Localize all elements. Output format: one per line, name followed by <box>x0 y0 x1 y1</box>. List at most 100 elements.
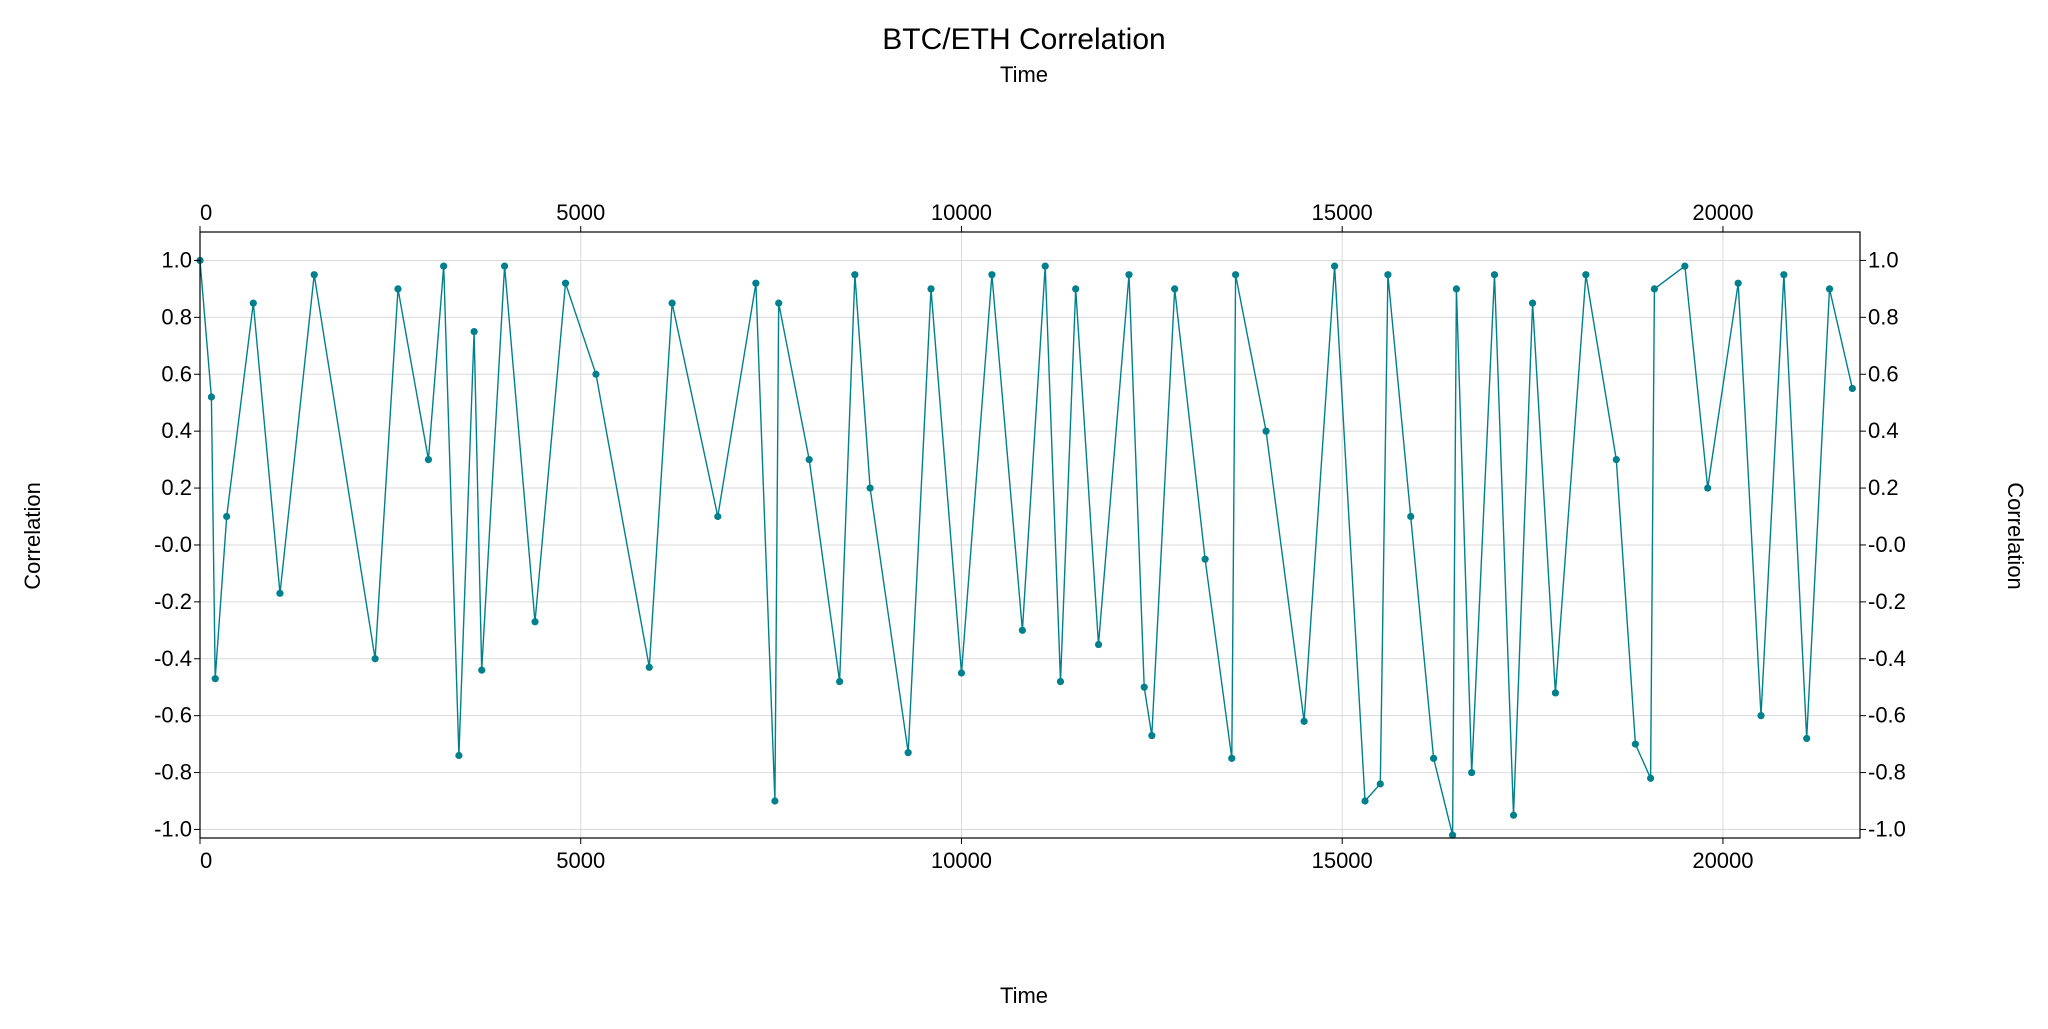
data-point <box>455 751 463 760</box>
data-point <box>1231 271 1240 279</box>
y-tick-label-right: 0.4 <box>1868 418 1899 443</box>
plot-frame <box>199 231 1861 839</box>
data-point <box>478 666 486 674</box>
data-point <box>836 677 844 686</box>
x-tick-label-bottom: 0 <box>200 848 212 873</box>
data-point <box>1650 285 1659 293</box>
data-point <box>1376 780 1384 788</box>
x-axis-title-bottom: Time <box>1000 983 1048 1008</box>
chart-title: BTC/ETH Correlation <box>882 23 1165 56</box>
data-point <box>371 655 379 663</box>
y-tick-label-right: -0.8 <box>1868 760 1906 785</box>
data-point <box>668 299 676 307</box>
y-tick-label-left: -0.6 <box>154 703 192 728</box>
data-point <box>1384 271 1392 279</box>
x-tick-label-bottom: 5000 <box>556 848 605 873</box>
x-tick-label-top: 20000 <box>1692 200 1753 225</box>
data-point <box>1803 734 1811 743</box>
data-point <box>714 512 722 521</box>
x-tick-label-top: 0 <box>200 200 212 225</box>
data-point <box>1140 683 1148 691</box>
data-point <box>1681 262 1689 270</box>
y-axis-title-right: Correlation <box>2003 482 2028 590</box>
data-point <box>1148 731 1156 740</box>
data-point <box>1330 262 1339 270</box>
y-tick-label-left: -0.0 <box>154 532 192 557</box>
data-point <box>1734 279 1742 287</box>
data-point <box>645 663 653 671</box>
x-tick-label-top: 10000 <box>931 200 992 225</box>
data-point <box>1125 271 1133 279</box>
y-tick-label-left: -1.0 <box>154 816 192 841</box>
data-point <box>771 797 779 805</box>
data-point <box>1041 262 1049 270</box>
data-point <box>957 669 966 677</box>
data-point <box>211 675 219 683</box>
data-point <box>1490 271 1499 279</box>
data-point <box>1704 484 1712 492</box>
y-tick-label-right: 0.6 <box>1868 361 1899 386</box>
data-point <box>592 370 600 378</box>
data-point <box>1449 831 1457 839</box>
data-point <box>1407 512 1415 521</box>
data-point <box>1228 754 1236 762</box>
y-tick-label-right: -0.6 <box>1868 703 1906 728</box>
data-point <box>500 262 509 270</box>
series-line <box>199 260 1854 836</box>
data-point <box>1825 285 1834 293</box>
data-point <box>470 327 478 336</box>
data-point <box>207 393 216 401</box>
data-point <box>1509 811 1518 819</box>
y-tick-label-right: 0.8 <box>1868 304 1899 329</box>
data-point <box>1361 797 1369 805</box>
y-tick-label-left: -0.2 <box>154 589 192 614</box>
grid-layer <box>199 232 1860 838</box>
y-tick-label-left: 0.4 <box>161 418 192 443</box>
data-point <box>1631 740 1639 748</box>
data-point <box>249 299 257 307</box>
y-tick-label-left: 0.2 <box>161 475 192 500</box>
data-point <box>866 484 874 492</box>
data-point <box>310 271 318 279</box>
y-tick-label-left: -0.8 <box>154 760 192 785</box>
axis-layer: -1.0 -1.0 -0.8 -0.8 -0.6 -0.6 -0.4 -0.4 -0.2 -0.2… <box>154 200 1906 873</box>
y-tick-label-right: -0.0 <box>1868 532 1906 557</box>
data-point <box>440 262 448 270</box>
data-point <box>1018 626 1026 634</box>
data-point <box>223 512 231 521</box>
data-point <box>1452 285 1461 293</box>
data-point <box>851 271 859 279</box>
data-point <box>276 589 284 597</box>
y-tick-label-left: 0.8 <box>161 304 192 329</box>
y-tick-label-right: 0.2 <box>1868 475 1899 500</box>
data-point <box>394 285 402 293</box>
data-point <box>1468 768 1476 777</box>
y-tick-label-right: -0.4 <box>1868 646 1906 671</box>
x-tick-label-bottom: 15000 <box>1312 848 1373 873</box>
data-point <box>1757 712 1765 720</box>
data-point <box>752 279 760 287</box>
data-point <box>927 285 935 293</box>
data-point <box>1848 384 1856 393</box>
y-tick-label-right: -1.0 <box>1868 816 1906 841</box>
data-point <box>1582 271 1590 279</box>
data-point <box>1056 677 1065 686</box>
data-point <box>1528 299 1537 307</box>
data-point <box>424 456 433 464</box>
data-point <box>805 456 813 464</box>
y-axis-title-left: Correlation <box>20 482 45 590</box>
x-tick-label-top: 5000 <box>556 200 605 225</box>
data-point <box>1072 285 1080 293</box>
data-point <box>1612 456 1620 464</box>
data-point <box>988 271 996 279</box>
x-tick-label-top: 15000 <box>1312 200 1373 225</box>
data-point <box>531 618 539 626</box>
data-point <box>1300 717 1308 725</box>
data-point <box>775 299 783 307</box>
data-point <box>1780 271 1788 279</box>
x-axis-title-top: Time <box>1000 62 1048 87</box>
series-layer <box>196 256 1856 839</box>
x-tick-label-bottom: 20000 <box>1692 848 1753 873</box>
data-point <box>1201 555 1209 563</box>
